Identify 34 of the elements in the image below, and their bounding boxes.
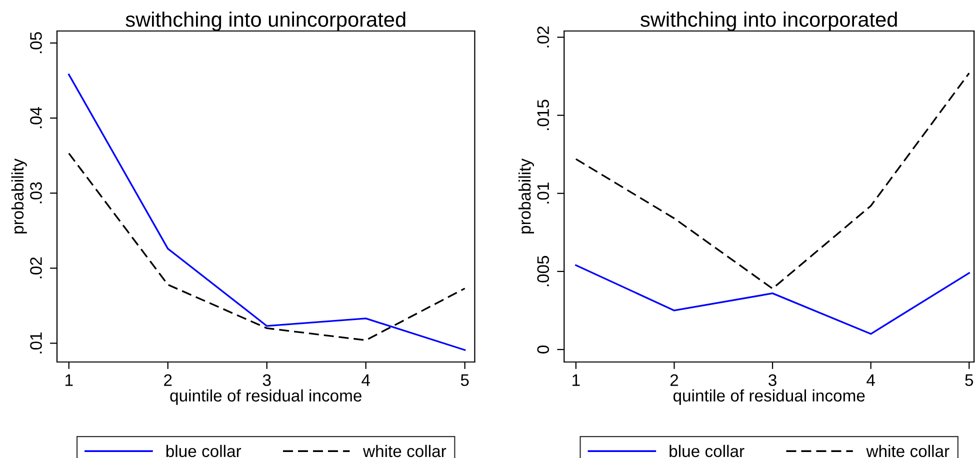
- y-tick-label: 0: [537, 346, 550, 354]
- x-tick-label: 4: [866, 374, 875, 386]
- y-tick-label: .01: [30, 332, 42, 354]
- y-tick-label: .01: [537, 182, 550, 204]
- chart-title: swithching into unincorporated: [126, 12, 406, 32]
- chart-title: swithching into incorporated: [640, 12, 897, 32]
- legend-label: blue collar: [670, 444, 744, 458]
- x-tick-label: 5: [460, 374, 469, 386]
- x-tick-label: 1: [572, 374, 580, 386]
- y-axis-title: probability: [518, 158, 534, 234]
- legend-label: white collar: [866, 444, 950, 458]
- y-tick-label: .04: [30, 106, 42, 128]
- y-tick-label: .03: [30, 182, 42, 204]
- line-series: [575, 72, 970, 290]
- x-tick-label: 4: [362, 374, 370, 386]
- y-tick-label: .015: [537, 100, 550, 130]
- legend-label: white collar: [362, 444, 446, 458]
- line-series: [68, 152, 466, 342]
- x-tick-label: 2: [164, 374, 172, 386]
- y-tick-label: .05: [30, 32, 42, 54]
- legend-label: blue collar: [166, 444, 242, 458]
- y-tick-label: .02: [537, 26, 550, 48]
- x-axis-title: quintile of residual income: [673, 389, 865, 405]
- x-tick-label: 3: [262, 374, 271, 386]
- x-tick-label: 2: [670, 374, 678, 386]
- y-tick-label: .005: [537, 256, 550, 286]
- x-tick-label: 1: [66, 374, 73, 386]
- y-tick-label: .02: [30, 257, 42, 278]
- line-series: [575, 264, 970, 335]
- x-axis-title: quintile of residual income: [170, 389, 362, 405]
- y-axis-title: probability: [11, 158, 27, 234]
- line-series: [68, 74, 466, 351]
- x-tick-label: 3: [768, 374, 776, 386]
- x-tick-label: 5: [965, 374, 974, 386]
